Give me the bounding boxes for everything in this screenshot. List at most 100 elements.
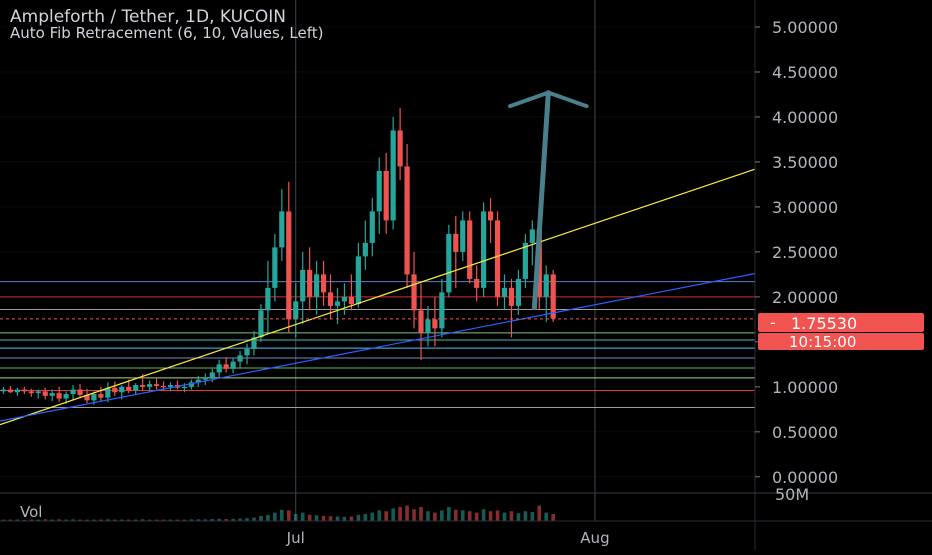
candle-body <box>404 166 410 275</box>
candle-body <box>202 377 208 380</box>
candle-body <box>7 389 14 393</box>
volume-bar <box>168 519 173 521</box>
candle-body <box>474 278 480 288</box>
candle-body <box>481 211 487 288</box>
candle-body <box>167 385 174 387</box>
volume-bar <box>377 510 382 521</box>
volume-bar <box>509 511 514 521</box>
volume-bar <box>196 519 201 521</box>
candle-body <box>293 301 299 320</box>
arrow-head <box>508 90 589 109</box>
volume-bar <box>189 519 194 521</box>
volume-bar <box>1 519 6 521</box>
volume-bar <box>273 512 277 521</box>
price-tick-label: 3.00000 <box>772 198 838 217</box>
candle-body <box>84 394 90 401</box>
candle-body <box>160 385 167 388</box>
volume-bar <box>370 512 375 521</box>
candle-body <box>223 364 229 369</box>
candle-body <box>119 386 125 393</box>
candle-body <box>334 301 341 306</box>
candle-body <box>487 211 494 221</box>
time-tick-label: Aug <box>580 529 609 547</box>
candle-body <box>508 287 515 306</box>
price-tick-label: 2.00000 <box>772 288 838 307</box>
candle-body <box>216 364 222 373</box>
projection-arrow[interactable] <box>508 90 589 311</box>
volume-bar <box>453 509 458 521</box>
candle-body <box>467 220 473 279</box>
volume-bar <box>210 519 215 521</box>
candle-body <box>529 229 535 243</box>
volume-bar <box>36 519 41 521</box>
volume-bar <box>203 519 208 521</box>
volume-bar <box>307 514 312 521</box>
candle-body <box>446 233 452 293</box>
volume-bar <box>460 510 465 521</box>
volume-bar <box>363 514 368 521</box>
volume-bar <box>502 512 507 521</box>
trendlines[interactable] <box>0 168 756 426</box>
candle-body <box>42 391 48 396</box>
candles <box>0 107 556 405</box>
volume-bar <box>224 519 228 521</box>
candle-body <box>376 170 382 212</box>
volume-bar <box>15 519 20 521</box>
volume-bar <box>175 519 180 521</box>
candle-body <box>550 274 556 319</box>
candle-body <box>425 319 431 333</box>
grid <box>0 0 755 521</box>
time-axis[interactable]: Jul Aug <box>286 529 610 547</box>
volume-bar <box>29 519 34 521</box>
chart-title: Ampleforth / Tether, 1D, KUCOIN <box>10 7 286 27</box>
last-price-badge-bg <box>758 313 924 332</box>
price-tick-label: 1.00000 <box>772 378 838 397</box>
last-price-value: 1.75530 <box>791 314 857 333</box>
last-price-badge: - 1.75530 <box>758 313 924 333</box>
candle-body <box>181 386 188 389</box>
volume-bar <box>335 516 340 521</box>
candle-body <box>362 242 368 257</box>
volume-bar <box>398 507 402 521</box>
candle-body <box>209 372 215 378</box>
candle-body <box>98 394 104 398</box>
candle-body <box>105 387 111 398</box>
candle-body <box>439 292 445 329</box>
candle-body <box>314 274 320 297</box>
candle-body <box>543 274 549 297</box>
price-tick-label: 4.50000 <box>772 63 838 82</box>
candle-body <box>320 274 327 293</box>
volume-bar <box>99 519 103 521</box>
countdown-badge: 10:15:00 <box>758 333 924 351</box>
candle-body <box>307 269 313 297</box>
candle-body <box>286 211 292 320</box>
volume-bar <box>391 508 395 521</box>
volume-bar <box>147 519 152 521</box>
candle-body <box>56 393 62 399</box>
volume-bar <box>182 519 187 521</box>
volume-bar <box>266 514 270 521</box>
volume-bar <box>238 518 242 521</box>
volume-bar <box>495 510 500 521</box>
candle-body <box>21 389 27 392</box>
candle-body <box>0 389 7 392</box>
candle-body <box>258 310 264 338</box>
price-tick-label: 3.50000 <box>772 153 838 172</box>
candle-body <box>453 233 459 252</box>
volume-bar <box>85 519 89 521</box>
volume-bar <box>154 519 159 521</box>
volume-bar <box>474 512 479 521</box>
volume-bar <box>321 515 326 521</box>
volume-scale-label: 50M <box>775 485 809 504</box>
candle-body <box>147 384 153 387</box>
volume-bar <box>412 509 416 521</box>
trendline-lower <box>0 272 756 422</box>
candle-body <box>195 379 201 383</box>
candle-body <box>153 384 160 386</box>
volume-bar <box>106 519 110 521</box>
volume-bar <box>488 511 493 521</box>
countdown-value: 10:15:00 <box>789 333 856 351</box>
